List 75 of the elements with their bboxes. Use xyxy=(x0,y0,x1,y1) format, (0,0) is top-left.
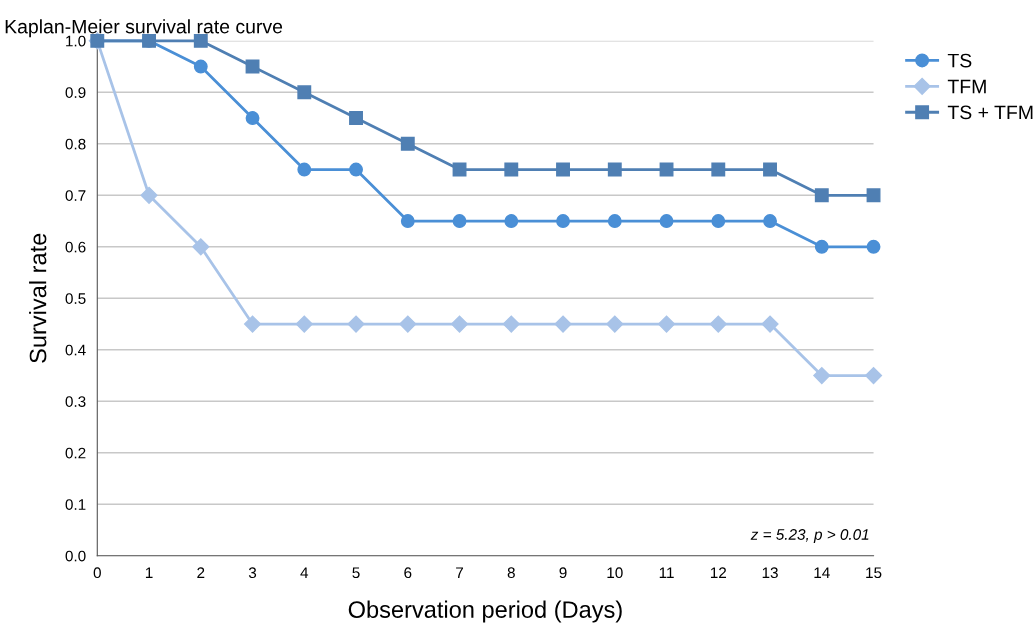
point xyxy=(763,162,777,177)
point xyxy=(504,162,519,177)
point xyxy=(709,315,727,333)
x-tick-label: 12 xyxy=(710,567,727,578)
x-tick-label: 14 xyxy=(814,567,830,578)
point xyxy=(245,59,260,74)
x-tick-label: 4 xyxy=(300,567,309,578)
point xyxy=(452,214,467,229)
point xyxy=(192,238,210,256)
point xyxy=(657,315,676,333)
x-tick-label: 6 xyxy=(404,567,412,579)
point xyxy=(761,315,779,333)
point xyxy=(400,214,415,229)
x-tick-label: 11 xyxy=(659,567,674,578)
legend-label: TS + TFM xyxy=(947,105,1033,120)
point xyxy=(349,162,363,177)
x-tick-label: 1 xyxy=(145,567,153,578)
point xyxy=(556,214,570,229)
y-tick-label: 0.3 xyxy=(65,396,86,407)
point xyxy=(606,315,624,333)
point xyxy=(193,33,208,48)
x-axis-title: Observation period (Days) xyxy=(348,600,622,623)
legend-label: TFM xyxy=(947,79,986,94)
x-tick-label: 15 xyxy=(866,567,882,579)
y-tick-label: 0.8 xyxy=(65,138,86,150)
x-tick-label: 13 xyxy=(762,567,778,579)
point xyxy=(347,315,365,333)
point xyxy=(607,214,622,229)
point xyxy=(556,162,570,177)
point xyxy=(659,162,674,177)
point xyxy=(295,315,313,333)
y-tick-label: 0.1 xyxy=(65,499,86,510)
point xyxy=(813,366,831,385)
point xyxy=(399,315,417,333)
point xyxy=(400,136,415,151)
point xyxy=(711,214,726,229)
annotation: z = 5.23, p > 0.01 xyxy=(750,529,869,543)
x-tick-label: 9 xyxy=(559,567,567,579)
point xyxy=(140,186,158,204)
point xyxy=(450,315,469,333)
y-tick-label: 0.6 xyxy=(65,241,86,253)
point xyxy=(502,315,520,333)
point xyxy=(297,85,312,100)
point xyxy=(864,366,883,385)
y-tick-label: 0.4 xyxy=(65,344,86,356)
point xyxy=(243,315,262,333)
y-tick-label: 0.7 xyxy=(65,190,86,201)
point xyxy=(452,162,467,177)
x-tick-label: 3 xyxy=(248,567,257,579)
point xyxy=(349,111,363,126)
x-tick-label: 8 xyxy=(507,567,515,579)
point xyxy=(866,188,881,203)
point xyxy=(504,214,519,229)
y-axis-title: Survival rate xyxy=(29,233,47,363)
point xyxy=(814,188,829,203)
y-tick-label: 0.9 xyxy=(65,87,86,98)
point xyxy=(193,59,208,74)
x-tick-label: 10 xyxy=(607,567,623,579)
legend-label: TS xyxy=(947,53,972,68)
point xyxy=(866,239,881,254)
point xyxy=(763,214,777,229)
point xyxy=(554,315,572,333)
point xyxy=(711,162,726,177)
x-tick-label: 7 xyxy=(456,567,464,578)
point xyxy=(814,239,829,254)
point xyxy=(297,162,312,177)
x-tick-label: 2 xyxy=(197,567,205,578)
point xyxy=(607,162,622,177)
x-tick-label: 0 xyxy=(93,567,101,579)
point xyxy=(245,111,260,126)
y-tick-label: 0.0 xyxy=(65,550,86,562)
y-tick-label: 0.5 xyxy=(65,293,86,304)
x-tick-label: 5 xyxy=(352,567,360,579)
point xyxy=(659,214,674,229)
y-tick-label: 0.2 xyxy=(65,447,86,459)
